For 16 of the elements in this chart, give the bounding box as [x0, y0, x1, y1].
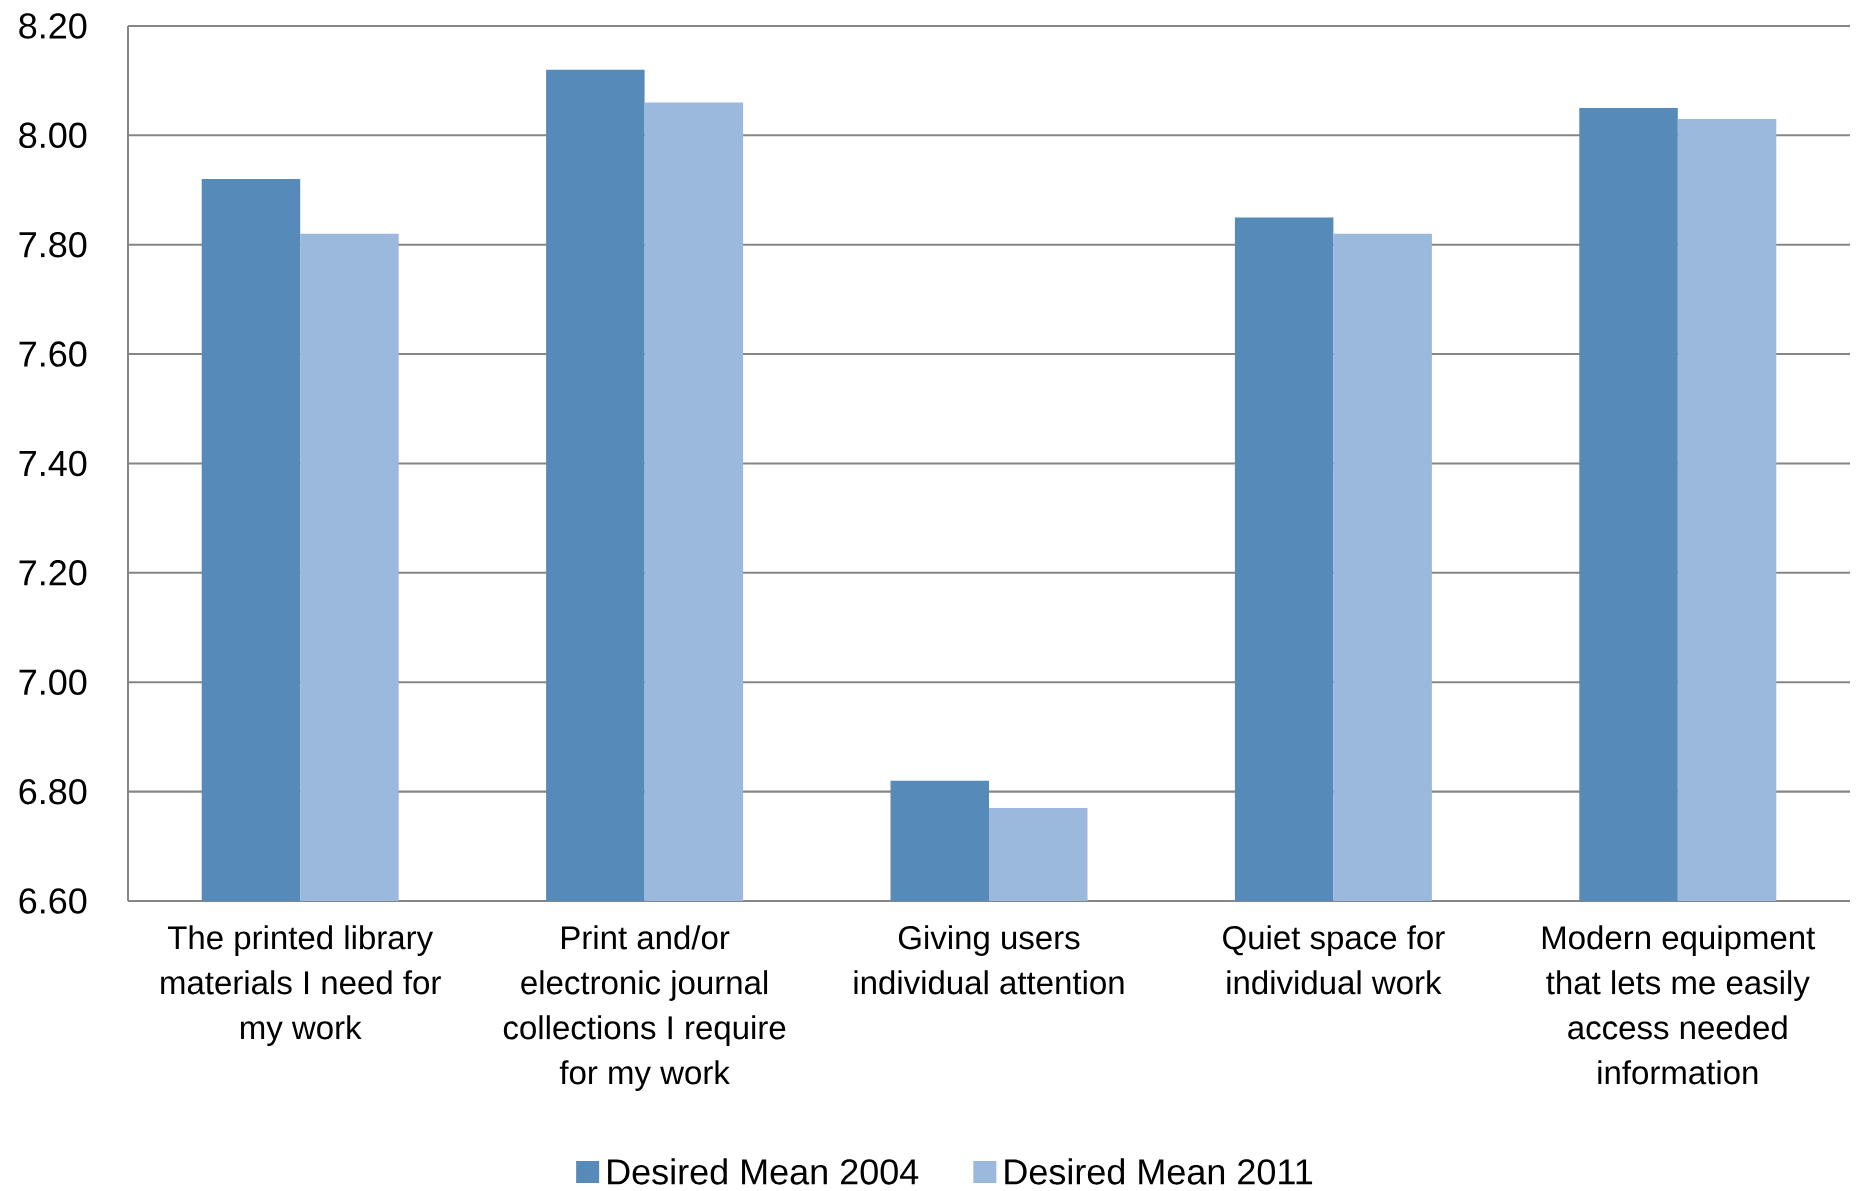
x-tick-label: Quiet space for individual work — [1223, 925, 1445, 995]
y-tick-label: 7.80 — [19, 231, 87, 258]
y-tick-label: 7.20 — [19, 560, 87, 586]
y-tick-label: 8.00 — [19, 122, 87, 149]
y-tick-label: 7.00 — [19, 669, 87, 695]
legend-label: Desired Mean 2004 — [608, 1158, 919, 1185]
x-tick-label: The printed library materials I need for my work — [161, 925, 441, 1046]
x-tick-label: Print and/or electronic journal collections I require for my work — [503, 925, 786, 1091]
x-tick-label: Giving users individual attention — [854, 925, 1124, 995]
y-tick-label: 6.80 — [19, 778, 87, 805]
y-tick-label: 6.60 — [19, 888, 87, 914]
y-tick-label: 7.60 — [19, 341, 87, 367]
x-tick-label: Modern equipment that lets me easily access needed information — [1542, 925, 1816, 1085]
y-tick-label: 7.40 — [19, 450, 87, 477]
y-tick-label: 8.20 — [19, 13, 87, 39]
legend-label: Desired Mean 2011 — [1005, 1158, 1313, 1185]
